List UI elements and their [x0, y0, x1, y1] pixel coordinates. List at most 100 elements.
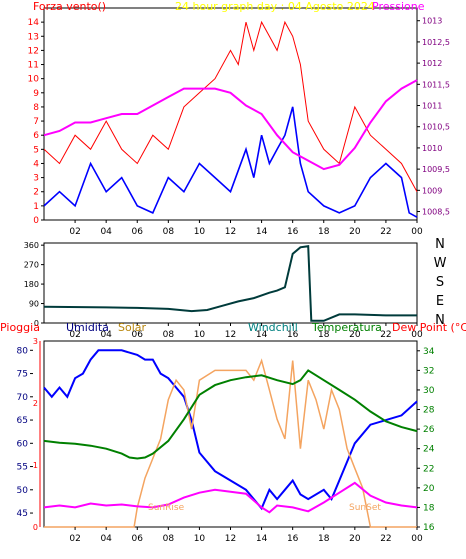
temperature-axis-tick-label: 20	[423, 484, 435, 494]
temperature-axis-tick-label: 30	[423, 386, 435, 396]
p3-x-axis-tick-label: 04	[100, 534, 112, 544]
pressure-axis-tick-label: 1009	[422, 186, 442, 195]
humidity-axis-tick-label: 55	[17, 463, 28, 473]
wind-direction-panel	[43, 242, 418, 324]
pressure-axis-tick-label: 1010,5	[422, 123, 450, 132]
compass-label: N	[435, 313, 445, 328]
wind-axis-tick-label: 0	[33, 216, 39, 226]
series-line-velocita-media	[43, 106, 418, 218]
pressure-axis-tick-label: 1012,5	[422, 38, 450, 47]
wind-axis-tick-label: 11	[28, 61, 39, 71]
rain-axis-tick-label: 2	[33, 399, 38, 408]
p2-x-axis-tick-label: 04	[100, 330, 112, 340]
temperature-axis-tick-label: 16	[423, 523, 435, 533]
p3-x-axis-tick-label: 20	[349, 534, 361, 544]
pressure-axis-tick-label: 1011	[422, 102, 442, 111]
wind-axis-tick-label: 1	[33, 202, 39, 212]
p3-x-axis-tick-label: 12	[225, 534, 236, 544]
series-line-solar	[44, 358, 417, 528]
p2-x-axis-tick-label: 18	[318, 330, 330, 340]
p3-x-axis-tick-label: 14	[256, 534, 268, 544]
pressure-axis-label: Pressione	[372, 0, 425, 13]
humidity-axis-tick-label: 50	[17, 486, 29, 496]
wind-axis-tick-label: 3	[33, 174, 39, 184]
humidity-axis-tick-label: 75	[17, 370, 28, 380]
p1-x-axis-tick-label: 00	[411, 227, 423, 237]
p3-x-axis-tick-label: 10	[194, 534, 206, 544]
pressure-axis-tick-label: 1011,5	[422, 80, 450, 89]
series-line-forza-vento	[43, 20, 418, 192]
series-line-wind-direction	[43, 245, 417, 322]
p2-x-axis-tick-label: 16	[287, 330, 299, 340]
chart-title: 24 hour graph day : 04 Agosto 2024	[175, 0, 375, 13]
series-line-dew-point	[43, 481, 418, 514]
wind-axis-tick-label: 13	[28, 32, 39, 42]
pressure-axis-tick-label: 1010	[422, 144, 442, 153]
wind-axis-tick-label: 5	[33, 145, 39, 155]
temperature-axis-tick-label: 26	[423, 425, 435, 435]
p3-x-axis-tick-label: 22	[380, 534, 391, 544]
temperature-axis-tick-label: 18	[423, 503, 435, 513]
direction-axis-tick-label: 0	[34, 319, 39, 328]
p2-x-axis-tick-label: 20	[349, 330, 361, 340]
temperature-humidity-panel	[43, 340, 418, 528]
wind-axis-tick-label: 7	[33, 117, 39, 127]
compass-label: S	[436, 275, 444, 290]
compass-label: E	[436, 294, 444, 309]
p3-x-axis-tick-label: 18	[318, 534, 330, 544]
p2-x-axis-tick-label: 10	[194, 330, 206, 340]
direction-axis-tick-label: 90	[29, 300, 39, 309]
temperature-axis-tick-label: 22	[423, 464, 434, 474]
sunset-label: SunSet	[349, 503, 381, 513]
p3-x-axis-tick-label: 06	[132, 534, 144, 544]
wind-axis-tick-label: 10	[28, 75, 40, 85]
temperature-axis-tick-label: 32	[423, 366, 434, 376]
direction-axis-tick-label: 360	[24, 241, 39, 250]
humidity-axis-tick-label: 70	[17, 393, 29, 403]
compass-label: N	[435, 237, 445, 252]
wind-axis-tick-label: 6	[33, 131, 39, 141]
legend-header-0: Pioggia	[0, 321, 40, 334]
legend-header-2: Solar	[118, 321, 147, 334]
humidity-axis-tick-label: 45	[17, 509, 28, 519]
temperature-axis-tick-label: 34	[423, 347, 435, 357]
p1-x-axis-tick-label: 10	[194, 227, 206, 237]
pressure-axis-tick-label: 1013	[422, 17, 442, 26]
p1-x-axis-tick-label: 12	[225, 227, 236, 237]
p3-x-axis-tick-label: 02	[69, 534, 80, 544]
direction-axis-tick-label: 270	[24, 261, 39, 270]
temperature-axis-tick-label: 28	[423, 406, 435, 416]
p1-x-axis-tick-label: 16	[287, 227, 299, 237]
p1-x-axis-tick-label: 22	[380, 227, 391, 237]
p2-x-axis-tick-label: 12	[225, 330, 236, 340]
pressure-axis-tick-label: 1009,5	[422, 165, 450, 174]
compass-label: W	[434, 256, 447, 271]
wind-axis-label: Forza vento()	[33, 0, 106, 13]
legend-header-1: Umidita	[66, 321, 109, 334]
rain-axis-tick-label: 3	[33, 337, 38, 346]
p2-x-axis-tick-label: 14	[256, 330, 268, 340]
pressure-axis-tick-label: 1008,5	[422, 208, 450, 217]
direction-axis-tick-label: 180	[24, 280, 39, 289]
wind-axis-tick-label: 8	[33, 103, 39, 113]
humidity-axis-tick-label: 60	[17, 439, 29, 449]
pressure-axis-tick-label: 1012	[422, 59, 442, 68]
legend-header-5: Dew Point (°C)	[392, 321, 466, 334]
p1-x-axis-tick-label: 08	[163, 227, 175, 237]
legend-header-3: Windchill	[248, 321, 298, 334]
p3-x-axis-tick-label: 00	[411, 534, 423, 544]
p1-x-axis-tick-label: 04	[100, 227, 112, 237]
wind-axis-tick-label: 14	[28, 18, 40, 28]
wind-axis-tick-label: 9	[33, 89, 39, 99]
p1-x-axis-tick-label: 18	[318, 227, 330, 237]
sunrise-label: SunRise	[148, 503, 185, 513]
wind-axis-tick-label: 12	[28, 46, 39, 56]
p1-x-axis-tick-label: 02	[69, 227, 80, 237]
series-line-temperatura	[43, 369, 418, 460]
rain-axis-tick-label: 1	[33, 461, 38, 470]
humidity-axis-tick-label: 80	[17, 346, 29, 356]
p1-x-axis-tick-label: 20	[349, 227, 361, 237]
temperature-axis-tick-label: 24	[423, 445, 435, 455]
